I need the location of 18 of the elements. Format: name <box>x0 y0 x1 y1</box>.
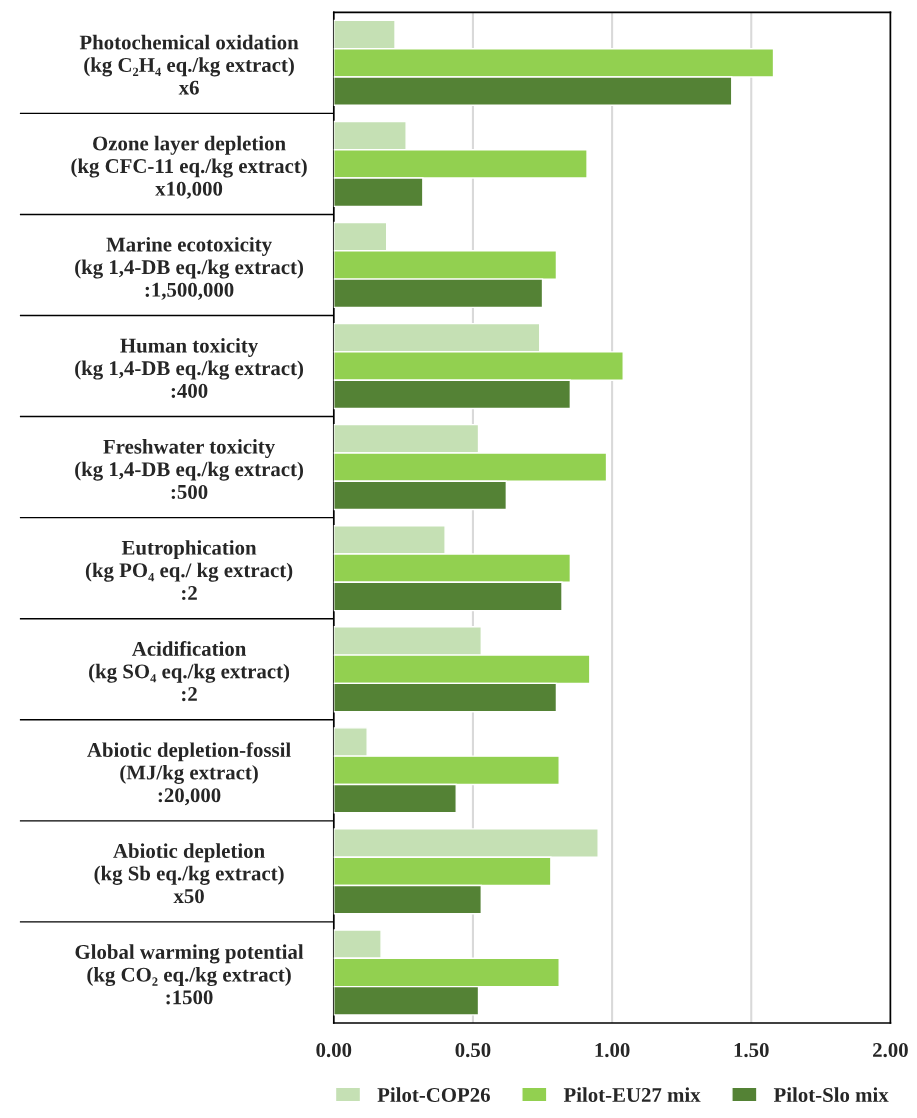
legend-label: Pilot-COP26 <box>377 1087 490 1102</box>
y-tick-label: Abiotic depletion (kg Sb eq./kg extract) x50 <box>94 843 284 904</box>
x-tick-label: 1.00 <box>595 1043 630 1058</box>
x-tick-label: 2.00 <box>873 1043 908 1058</box>
y-tick-label: Global warming potential (kg CO₂ eq./kg extract) :1500 <box>75 944 304 1005</box>
y-tick-label: Photochemical oxidation (kg C₂H₄ eq./kg extract) x6 <box>79 34 299 95</box>
x-tick-label: 0.00 <box>316 1043 352 1058</box>
legend-label: Pilot-Slo mix <box>773 1087 889 1102</box>
y-tick-label: Acidification (kg SO₄ eq./kg extract) :2 <box>89 641 290 702</box>
y-tick-label: Ozone layer depletion (kg CFC-11 eq./kg extract) x10,000 <box>71 135 307 199</box>
y-tick-label: Freshwater toxicity (kg 1,4-DB eq./kg extract) :500 <box>75 439 304 500</box>
y-tick-label: Human toxicity (kg 1,4-DB eq./kg extract) :400 <box>75 337 304 398</box>
legend-label: Pilot-EU27 mix <box>563 1087 701 1102</box>
y-tick-label: Marine ecotoxicity (kg 1,4-DB eq./kg extract) :1,500,000 <box>75 236 304 300</box>
y-tick-label: Abiotic depletion-fossil (MJ/kg extract) :20,000 <box>87 742 291 806</box>
y-tick-label: Eutrophication (kg PO₄ eq./ kg extract) :2 <box>85 540 293 601</box>
x-tick-label: 0.50 <box>455 1043 491 1058</box>
x-tick-label: 1.50 <box>734 1043 769 1058</box>
